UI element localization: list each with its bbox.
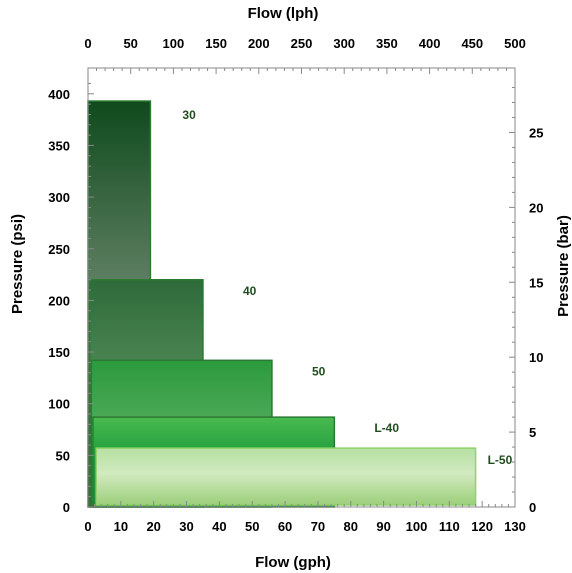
left-tick-label: 50	[56, 448, 70, 463]
bar-label-30: 30	[182, 108, 196, 122]
right-axis-title: Pressure (bar)	[555, 215, 572, 317]
bar-label-40: 40	[243, 284, 257, 298]
left-axis-title: Pressure (psi)	[9, 214, 26, 314]
bottom-tick-label: 0	[84, 519, 91, 534]
bottom-tick-label: 10	[114, 519, 128, 534]
right-tick-label: 25	[529, 125, 543, 140]
bottom-tick-label: 110	[439, 519, 460, 534]
bottom-tick-label: 20	[146, 519, 160, 534]
bottom-tick-label: 100	[406, 519, 428, 534]
bottom-tick-label: 130	[504, 519, 526, 534]
left-tick-label: 250	[48, 242, 70, 257]
bottom-tick-label: 80	[344, 519, 358, 534]
bottom-tick-label: 40	[212, 519, 226, 534]
left-tick-label: 300	[48, 190, 70, 205]
left-tick-label: 100	[48, 397, 70, 412]
top-tick-label: 350	[376, 36, 398, 51]
top-tick-label: 250	[291, 36, 313, 51]
top-tick-label: 200	[248, 36, 270, 51]
top-tick-label: 50	[123, 36, 137, 51]
bar-l-50	[95, 447, 477, 506]
left-tick-label: 200	[48, 293, 70, 308]
bottom-tick-label: 50	[245, 519, 259, 534]
top-tick-label: 100	[163, 36, 185, 51]
bottom-tick-label: 70	[311, 519, 325, 534]
top-tick-label: 150	[205, 36, 227, 51]
top-axis-title: Flow (lph)	[248, 5, 319, 22]
top-tick-label: 0	[84, 36, 91, 51]
left-tick-label: 350	[48, 138, 70, 153]
top-tick-label: 400	[419, 36, 441, 51]
right-tick-label: 0	[529, 500, 536, 515]
bottom-tick-label: 30	[179, 519, 193, 534]
left-tick-label: 0	[63, 500, 70, 515]
right-tick-label: 15	[529, 275, 543, 290]
left-tick-label: 150	[48, 345, 70, 360]
bottom-tick-label: 90	[376, 519, 390, 534]
top-tick-label: 450	[461, 36, 483, 51]
right-tick-label: 10	[529, 350, 543, 365]
bottom-tick-label: 120	[471, 519, 493, 534]
top-tick-label: 500	[504, 36, 526, 51]
right-tick-label: 20	[529, 200, 543, 215]
top-tick-label: 300	[333, 36, 355, 51]
bottom-axis-title: Flow (gph)	[255, 554, 331, 571]
bar-label-l-50: L-50	[488, 453, 513, 467]
bottom-tick-label: 60	[278, 519, 292, 534]
left-tick-label: 400	[48, 87, 70, 102]
bar-label-50: 50	[312, 364, 326, 378]
bar-label-l-40: L-40	[374, 421, 399, 435]
right-tick-label: 5	[529, 425, 536, 440]
